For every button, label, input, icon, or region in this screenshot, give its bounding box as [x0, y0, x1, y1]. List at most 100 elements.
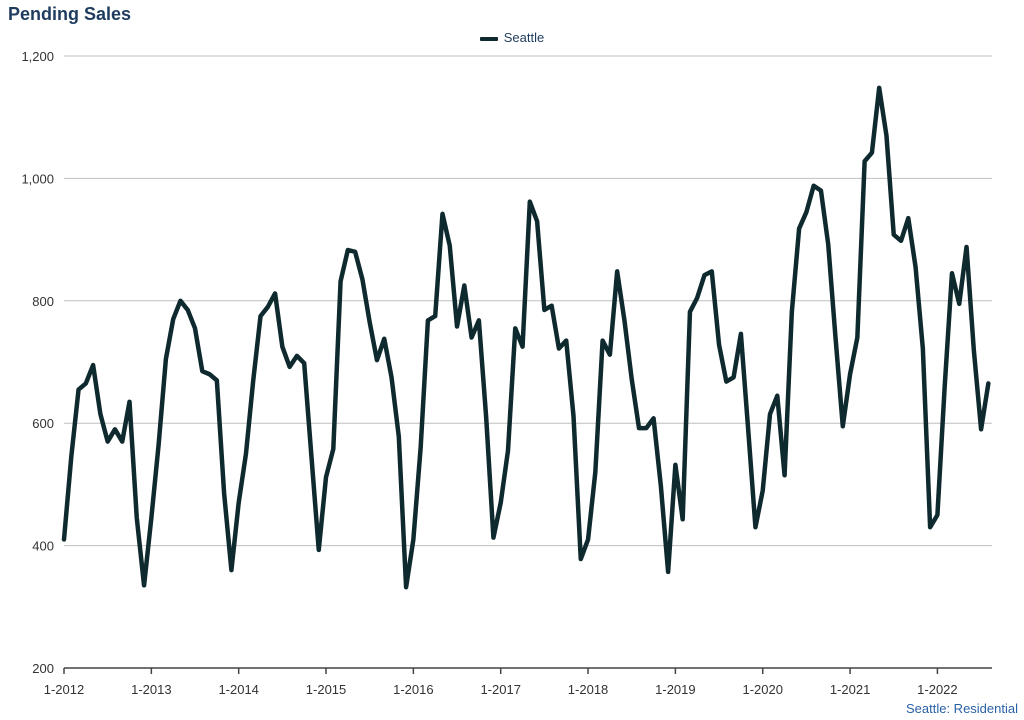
data-point	[935, 513, 939, 517]
data-point	[69, 455, 73, 459]
data-point	[710, 269, 714, 273]
x-tick-label: 1-2013	[131, 682, 171, 697]
x-tick-label: 1-2017	[480, 682, 520, 697]
data-point	[98, 412, 102, 416]
y-tick-label: 200	[32, 661, 54, 676]
data-point	[178, 299, 182, 303]
data-point	[877, 86, 881, 90]
data-point	[200, 369, 204, 373]
data-point	[848, 372, 852, 376]
data-point	[855, 335, 859, 339]
data-point	[884, 133, 888, 137]
data-point	[251, 378, 255, 382]
data-point	[862, 159, 866, 163]
data-point	[302, 361, 306, 365]
data-point	[135, 516, 139, 520]
data-point	[331, 447, 335, 451]
data-point	[753, 525, 757, 529]
data-point	[906, 216, 910, 220]
data-point	[76, 387, 80, 391]
data-point	[433, 314, 437, 318]
data-point	[775, 393, 779, 397]
data-point	[761, 488, 765, 492]
data-point	[666, 570, 670, 574]
data-point	[207, 372, 211, 376]
data-point	[477, 318, 481, 322]
series-line-seattle	[61, 85, 991, 590]
data-point	[280, 345, 284, 349]
data-point	[186, 308, 190, 312]
data-point	[928, 525, 932, 529]
data-point	[506, 449, 510, 453]
data-point	[579, 557, 583, 561]
data-point	[593, 470, 597, 474]
data-point	[156, 442, 160, 446]
data-point	[826, 242, 830, 246]
data-point	[899, 239, 903, 243]
data-point	[790, 310, 794, 314]
data-point	[418, 445, 422, 449]
data-point	[440, 212, 444, 216]
data-point	[215, 378, 219, 382]
x-tick-label: 1-2015	[306, 682, 346, 697]
legend-swatch-seattle	[479, 36, 498, 41]
data-point	[62, 537, 66, 541]
data-point	[768, 412, 772, 416]
data-point	[892, 233, 896, 237]
data-point	[957, 302, 961, 306]
data-point	[673, 463, 677, 467]
data-point	[193, 326, 197, 330]
x-tick-label: 1-2018	[568, 682, 608, 697]
data-point	[113, 427, 117, 431]
x-tick-label: 1-2016	[393, 682, 433, 697]
data-point	[448, 244, 452, 248]
data-point	[324, 475, 328, 479]
legend-label-seattle: Seattle	[503, 30, 545, 45]
data-point	[870, 151, 874, 155]
data-point	[287, 365, 291, 369]
data-point	[630, 377, 634, 381]
data-point	[549, 304, 553, 308]
y-tick-label: 800	[32, 294, 54, 309]
x-tick-label: 1-2020	[742, 682, 782, 697]
data-point	[338, 279, 342, 283]
data-point	[542, 308, 546, 312]
data-point	[164, 357, 168, 361]
y-tick-label: 1,000	[21, 171, 54, 186]
x-tick-label: 1-2021	[830, 682, 870, 697]
data-point	[462, 283, 466, 287]
data-point	[739, 332, 743, 336]
data-point	[317, 548, 321, 552]
data-point	[120, 439, 124, 443]
data-point	[964, 245, 968, 249]
data-point	[659, 483, 663, 487]
data-point	[950, 271, 954, 275]
data-point	[564, 338, 568, 342]
data-point	[105, 439, 109, 443]
data-point	[84, 381, 88, 385]
x-tick-label: 1-2019	[655, 682, 695, 697]
data-point	[972, 348, 976, 352]
source-label: Seattle: Residential	[905, 701, 1018, 716]
data-point	[142, 583, 146, 587]
data-point	[127, 400, 131, 404]
legend: Seattle	[0, 30, 1024, 45]
data-point	[637, 426, 641, 430]
data-point	[841, 424, 845, 428]
data-point	[724, 379, 728, 383]
data-point	[353, 250, 357, 254]
data-point	[557, 346, 561, 350]
data-point	[258, 314, 262, 318]
data-point	[346, 248, 350, 252]
data-point	[688, 310, 692, 314]
x-tick-label: 1-2022	[917, 682, 957, 697]
data-point	[535, 219, 539, 223]
data-point	[804, 210, 808, 214]
data-point	[455, 324, 459, 328]
data-point	[499, 501, 503, 505]
data-point	[731, 375, 735, 379]
data-point	[586, 537, 590, 541]
data-point	[782, 473, 786, 477]
y-tick-label: 400	[32, 539, 54, 554]
